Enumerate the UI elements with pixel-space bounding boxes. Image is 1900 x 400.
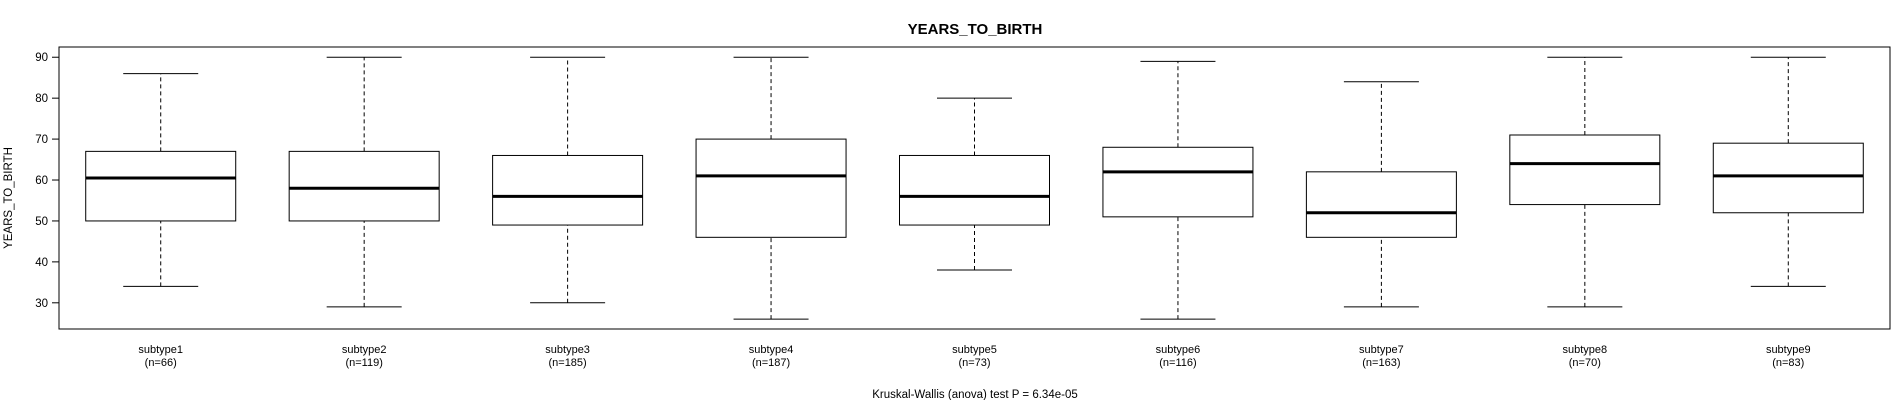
box-iqr [85, 150, 237, 222]
y-tick-label: 70 [35, 134, 48, 146]
x-category-label: subtype8 [1563, 344, 1608, 356]
x-count-label: (n=119) [345, 357, 382, 369]
x-count-label: (n=116) [1159, 357, 1196, 369]
y-tick-label: 90 [35, 52, 48, 64]
x-category-label: subtype1 [138, 344, 183, 356]
box-subtype5 [899, 97, 1050, 271]
x-count-label: (n=187) [752, 357, 790, 369]
x-axis-caption: Kruskal-Wallis (anova) test P = 6.34e-05 [872, 389, 1078, 400]
x-category-label: subtype4 [749, 344, 794, 356]
x-count-label: (n=66) [145, 357, 177, 369]
x-category-label: subtype7 [1359, 344, 1404, 356]
x-category-label: subtype9 [1766, 344, 1811, 356]
box-subtype4 [695, 56, 847, 320]
box-iqr [1102, 146, 1254, 218]
box-subtype2 [288, 56, 440, 308]
y-axis-label: YEARS_TO_BIRTH [3, 147, 15, 249]
box-iqr [899, 154, 1050, 226]
x-count-label: (n=73) [958, 357, 990, 369]
x-count-label: (n=185) [548, 357, 586, 369]
x-category-label: subtype3 [545, 344, 590, 356]
y-tick-label: 40 [35, 257, 48, 269]
box-iqr [1305, 171, 1457, 238]
y-axis: 30 40 50 60 70 80 90 [35, 52, 60, 310]
y-tick-label: 50 [35, 216, 48, 228]
box-subtype9 [1712, 56, 1864, 287]
box-iqr [288, 150, 440, 222]
box-subtype1 [85, 73, 237, 287]
y-tick-label: 60 [35, 175, 48, 187]
box-subtype7 [1305, 81, 1457, 308]
chart-title: YEARS_TO_BIRTH [908, 21, 1043, 38]
box-iqr [492, 154, 644, 226]
y-tick-label: 30 [35, 298, 48, 310]
x-labels-layer: subtype1(n=66)subtype2(n=119)subtype3(n=… [138, 344, 1810, 369]
box-subtype8 [1509, 56, 1661, 308]
box-iqr [695, 138, 847, 238]
x-category-label: subtype5 [952, 344, 997, 356]
x-category-label: subtype2 [342, 344, 387, 356]
box-iqr [1509, 134, 1661, 206]
x-count-label: (n=70) [1569, 357, 1601, 369]
y-tick-label: 80 [35, 93, 48, 105]
box-iqr [1712, 142, 1864, 214]
x-count-label: (n=83) [1772, 357, 1804, 369]
box-subtype6 [1102, 60, 1254, 320]
boxes-layer [85, 56, 1864, 320]
x-category-label: subtype6 [1156, 344, 1201, 356]
x-count-label: (n=163) [1362, 357, 1400, 369]
box-subtype3 [492, 56, 644, 304]
